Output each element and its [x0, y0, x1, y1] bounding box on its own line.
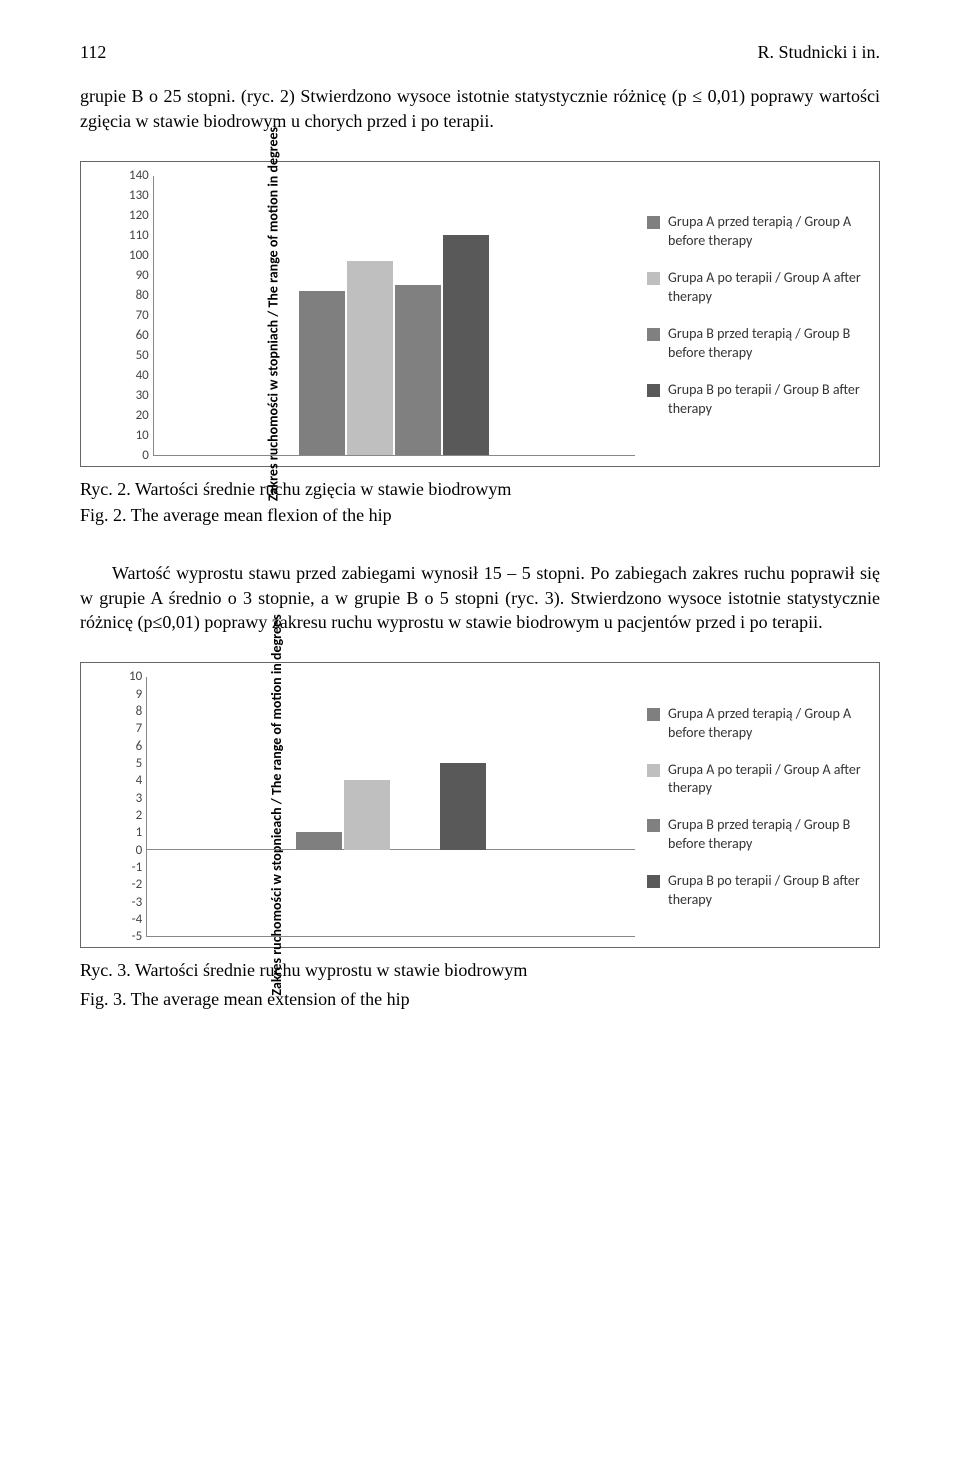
- figure-3: Zakres ruchomości w stopnieach / The ran…: [80, 662, 880, 948]
- chart2-bar: [296, 832, 342, 849]
- figure-2-caption-en: Fig. 2. The average mean flexion of the …: [80, 503, 880, 527]
- chart2-plot: [146, 677, 635, 937]
- figure-3-caption-en: Fig. 3. The average mean extension of th…: [80, 987, 880, 1011]
- chart1-legend: Grupa A przed terapią / Group A before t…: [635, 176, 865, 456]
- legend-label: Grupa B po terapii / Group B after thera…: [668, 872, 865, 910]
- chart2-legend-item: Grupa A po terapii / Group A after thera…: [647, 761, 865, 799]
- legend-swatch: [647, 328, 660, 341]
- running-header: 112 R. Studnicki i in.: [80, 40, 880, 64]
- legend-swatch: [647, 819, 660, 832]
- legend-label: Grupa A przed terapią / Group A before t…: [668, 213, 865, 251]
- chart2-bar-slot: [392, 677, 438, 936]
- chart1-bars: [154, 176, 635, 455]
- legend-label: Grupa B przed terapią / Group B before t…: [668, 325, 865, 363]
- chart2-bar-slot: [296, 677, 342, 936]
- legend-label: Grupa A po terapii / Group A after thera…: [668, 269, 865, 307]
- chart2-yaxis: 109876543210-1-2-3-4-5: [129, 677, 146, 937]
- chart1-yaxis: 1401301201101009080706050403020100: [129, 176, 153, 456]
- legend-swatch: [647, 764, 660, 777]
- chart1-legend-item: Grupa A przed terapią / Group A before t…: [647, 213, 865, 251]
- legend-label: Grupa B przed terapią / Group B before t…: [668, 816, 865, 854]
- body-paragraph-1: grupie B o 25 stopni. (ryc. 2) Stwierdzo…: [80, 84, 880, 133]
- figure-3-caption-pl: Ryc. 3. Wartości średnie ruchu wyprostu …: [80, 958, 880, 982]
- legend-swatch: [647, 272, 660, 285]
- chart1-bar: [443, 235, 489, 455]
- chart2-legend-item: Grupa B przed terapią / Group B before t…: [647, 816, 865, 854]
- chart1-bar: [347, 261, 393, 455]
- chart2-bar-slot: [440, 677, 486, 936]
- chart1-legend-item: Grupa A po terapii / Group A after thera…: [647, 269, 865, 307]
- chart1-plot: [153, 176, 635, 456]
- legend-swatch: [647, 708, 660, 721]
- chart2-bar-slot: [344, 677, 390, 936]
- legend-swatch: [647, 875, 660, 888]
- figure-2: Zakres ruchomości w stopniach / The rang…: [80, 161, 880, 467]
- chart2-legend: Grupa A przed terapią / Group A before t…: [635, 677, 865, 937]
- body-paragraph-2: Wartość wyprostu stawu przed zabiegami w…: [80, 561, 880, 634]
- chart2-legend-item: Grupa B po terapii / Group B after thera…: [647, 872, 865, 910]
- running-title: R. Studnicki i in.: [757, 40, 880, 64]
- chart1-legend-item: Grupa B przed terapią / Group B before t…: [647, 325, 865, 363]
- legend-swatch: [647, 216, 660, 229]
- chart2-bar: [440, 763, 486, 850]
- legend-label: Grupa A przed terapią / Group A before t…: [668, 705, 865, 743]
- legend-label: Grupa B po terapii / Group B after thera…: [668, 381, 865, 419]
- legend-swatch: [647, 384, 660, 397]
- chart2-legend-item: Grupa A przed terapią / Group A before t…: [647, 705, 865, 743]
- figure-2-caption-pl: Ryc. 2. Wartości średnie ruchu zgięcia w…: [80, 477, 880, 501]
- chart1-bar: [395, 285, 441, 455]
- page-number: 112: [80, 40, 106, 64]
- legend-label: Grupa A po terapii / Group A after thera…: [668, 761, 865, 799]
- chart2-bar: [344, 780, 390, 849]
- chart2-bar: [392, 849, 438, 850]
- chart1-legend-item: Grupa B po terapii / Group B after thera…: [647, 381, 865, 419]
- chart2-bars: [147, 677, 635, 936]
- chart1-bar: [299, 291, 345, 455]
